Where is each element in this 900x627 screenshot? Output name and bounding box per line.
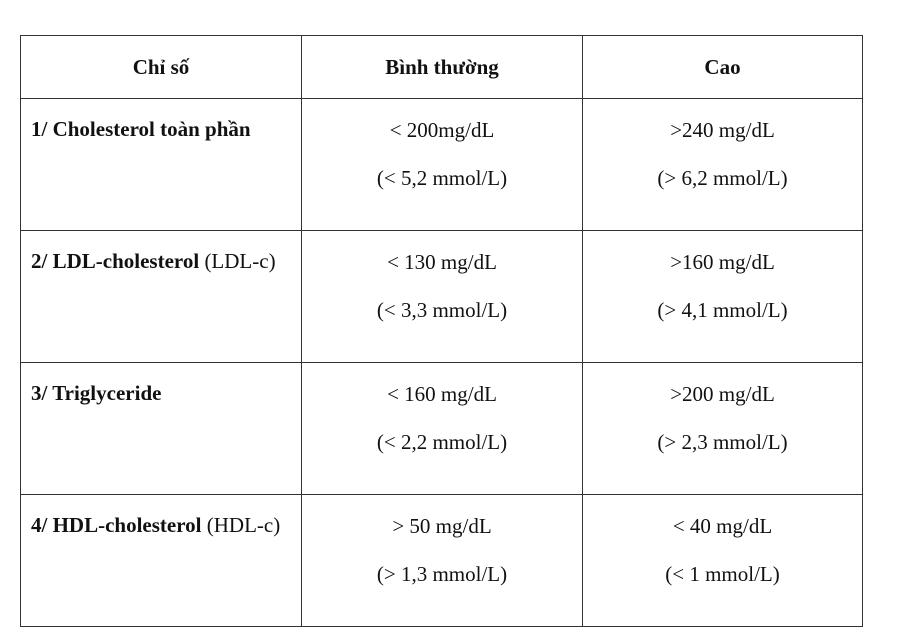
high-value: (> 6,2 mmol/L): [657, 166, 788, 190]
normal-value: (> 1,3 mmol/L): [376, 562, 508, 586]
indicator-cell: 2/ LDL-cholesterol (LDL-c): [20, 230, 302, 363]
normal-cell: < 200mg/dL (< 5,2 mmol/L): [301, 98, 583, 231]
normal-value: < 130 mg/dL: [387, 250, 497, 274]
page: Chỉ số Bình thường Cao 1/ Cholesterol toàn…: [20, 35, 863, 627]
header-cell: Chỉ số: [20, 35, 302, 99]
indicator-cell: 1/ Cholesterol toàn phần: [20, 98, 302, 231]
normal-value: < 160 mg/dL: [387, 382, 497, 406]
table-row: 2/ LDL-cholesterol (LDL-c) < 130 mg/dL (< …: [20, 230, 863, 363]
high-value: < 40 mg/dL: [672, 514, 773, 538]
header-cell: Cao: [582, 35, 863, 99]
indicator-cell: 3/ Triglyceride: [20, 362, 302, 495]
high-value: (> 4,1 mmol/L): [657, 298, 788, 322]
normal-value: (< 3,3 mmol/L): [376, 298, 508, 322]
table-row: 3/ Triglyceride < 160 mg/dL (< 2,2 mmol/L)…: [20, 362, 863, 495]
normal-cell: < 130 mg/dL (< 3,3 mmol/L): [301, 230, 583, 363]
table-body: 1/ Cholesterol toàn phần < 200mg/dL (< 5,2…: [20, 98, 863, 627]
header-cell: Bình thường: [301, 35, 583, 99]
high-value: (> 2,3 mmol/L): [657, 430, 788, 454]
high-value: >200 mg/dL: [670, 382, 775, 406]
table-row: 1/ Cholesterol toàn phần < 200mg/dL (< 5,2…: [20, 98, 863, 231]
indicator-cell: 4/ HDL-cholesterol (HDL-c): [20, 494, 302, 627]
normal-value: (< 5,2 mmol/L): [376, 166, 508, 190]
high-value: (< 1 mmol/L): [665, 562, 780, 586]
normal-cell: < 160 mg/dL (< 2,2 mmol/L): [301, 362, 583, 495]
normal-value: > 50 mg/dL: [392, 514, 492, 538]
high-value: >240 mg/dL: [670, 118, 775, 142]
normal-cell: > 50 mg/dL (> 1,3 mmol/L): [301, 494, 583, 627]
high-value: >160 mg/dL: [670, 250, 775, 274]
table-row: 4/ HDL-cholesterol (HDL-c) > 50 mg/dL (> 1…: [20, 494, 863, 627]
high-cell: >200 mg/dL (> 2,3 mmol/L): [582, 362, 863, 495]
indicator-name: 1/ Cholesterol toàn phần: [31, 117, 251, 141]
header-row: Chỉ số Bình thường Cao: [20, 35, 863, 99]
indicator-name: 3/ Triglyceride: [31, 381, 162, 405]
high-cell: >160 mg/dL (> 4,1 mmol/L): [582, 230, 863, 363]
indicator-abbr: (LDL-c): [204, 249, 276, 273]
indicator-name: 2/ LDL-cholesterol: [31, 249, 200, 273]
normal-value: < 200mg/dL: [389, 118, 495, 142]
normal-value: (< 2,2 mmol/L): [376, 430, 508, 454]
high-cell: < 40 mg/dL (< 1 mmol/L): [582, 494, 863, 627]
indicator-abbr: (HDL-c): [206, 513, 281, 537]
high-cell: >240 mg/dL (> 6,2 mmol/L): [582, 98, 863, 231]
indicator-name: 4/ HDL-cholesterol: [31, 513, 202, 537]
lipid-table: Chỉ số Bình thường Cao 1/ Cholesterol toàn…: [20, 35, 863, 627]
